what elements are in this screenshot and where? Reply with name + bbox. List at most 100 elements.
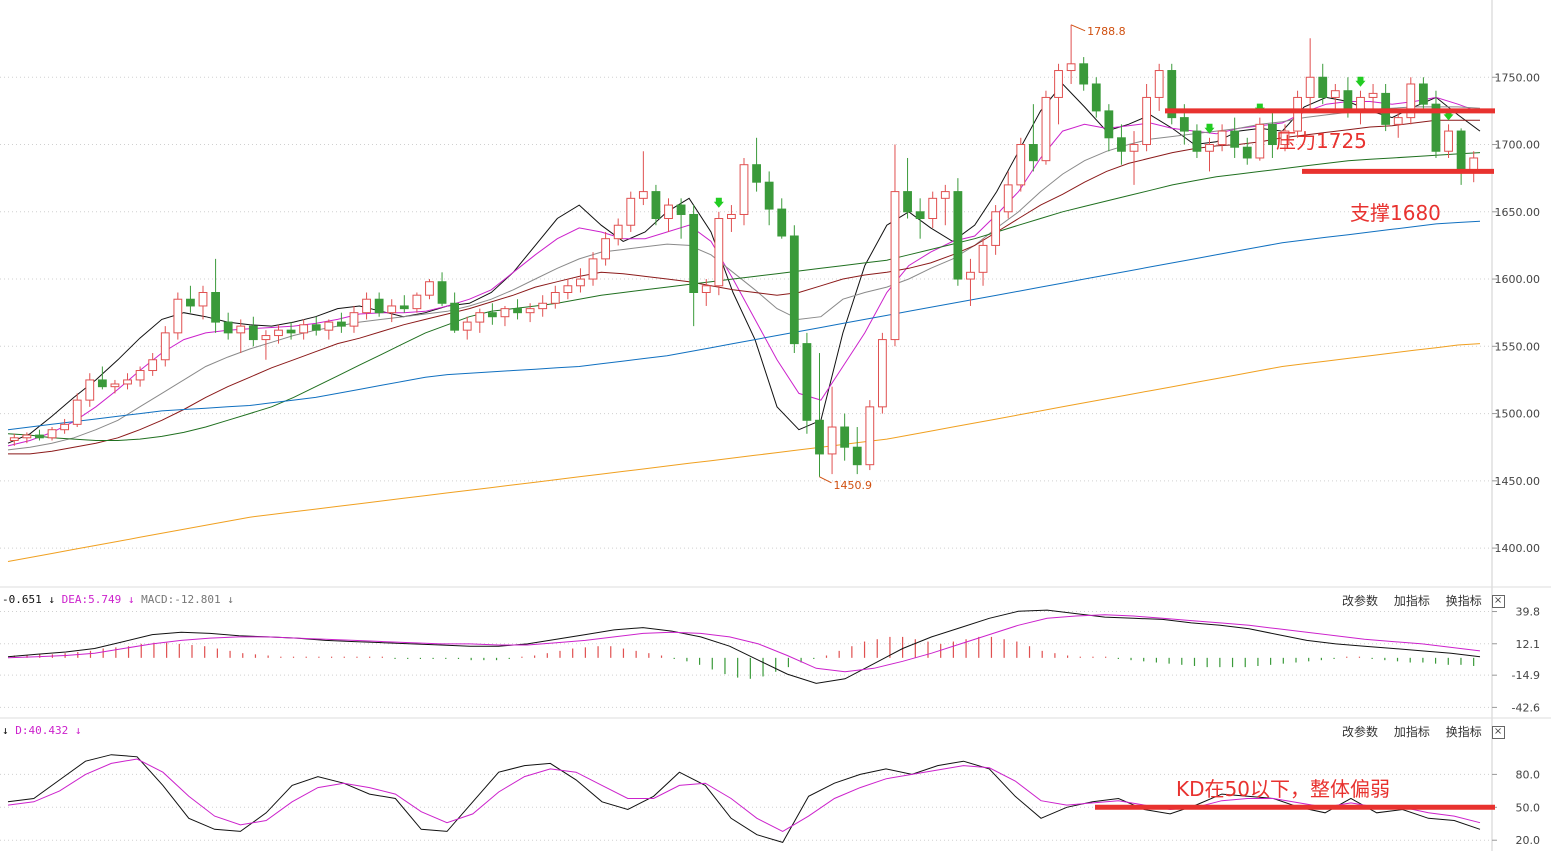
candle-body xyxy=(110,383,120,388)
candle-body xyxy=(1142,96,1151,146)
candle-body xyxy=(1418,83,1428,105)
signal-arrow-icon xyxy=(1204,123,1215,134)
candle-body xyxy=(689,213,699,294)
close-icon[interactable]: × xyxy=(1491,726,1505,739)
candle-body xyxy=(198,292,208,307)
candle-body xyxy=(576,278,585,287)
kd-comment-label: KD在50以下，整体偏弱 xyxy=(1176,777,1390,801)
candle-body xyxy=(1343,90,1353,112)
candle-body xyxy=(1444,130,1453,152)
kd-line-d xyxy=(7,758,1481,832)
switch-indicator-button[interactable]: 换指标 xyxy=(1445,594,1482,608)
candle-body xyxy=(337,321,346,327)
candle-body xyxy=(1456,130,1466,172)
add-indicator-button[interactable]: 加指标 xyxy=(1393,725,1430,739)
ma-line-ma60 xyxy=(7,152,1481,441)
candle-body xyxy=(903,191,912,213)
y-tick-label: 1500.00 xyxy=(1495,408,1541,421)
add-indicator-button[interactable]: 加指标 xyxy=(1393,594,1430,608)
candle-body xyxy=(777,208,787,237)
candle-body xyxy=(978,244,988,273)
macd-line-dea xyxy=(7,614,1481,673)
candle-body xyxy=(60,423,70,431)
candle-body xyxy=(928,197,938,220)
candle-body xyxy=(487,312,497,318)
candle-body xyxy=(236,325,246,334)
kd-line-k xyxy=(7,754,1481,843)
candle-body xyxy=(173,298,183,334)
candle-body xyxy=(764,181,774,210)
low-marker xyxy=(819,476,832,484)
candle-body xyxy=(387,305,397,314)
candle-body xyxy=(1368,92,1378,98)
y-tick-label: 20.0 xyxy=(1516,834,1541,847)
change-params-button[interactable]: 改参数 xyxy=(1342,594,1379,608)
candle-body xyxy=(362,298,371,314)
low-label: 1450.9 xyxy=(833,479,872,492)
close-icon[interactable]: × xyxy=(1491,595,1505,608)
candle-body xyxy=(815,419,824,455)
y-tick-label: 1400.00 xyxy=(1495,542,1541,555)
candle-body xyxy=(789,235,799,345)
candle-body xyxy=(35,434,44,439)
candle-body xyxy=(613,224,623,240)
candle-body xyxy=(877,339,887,408)
candle-body xyxy=(349,312,359,327)
candle-body xyxy=(1305,76,1315,98)
candle-body xyxy=(274,329,283,337)
candle-body xyxy=(1167,70,1177,119)
signal-arrow-icon xyxy=(713,197,724,208)
macd-y-axis: 39.8 12.1 -14.9 -42.6 xyxy=(1492,606,1541,714)
candle-body xyxy=(500,308,510,318)
kd-lines xyxy=(7,754,1481,843)
candle-body xyxy=(966,271,975,280)
candle-body xyxy=(1117,137,1126,152)
candle-body xyxy=(160,332,170,361)
support-resistance-lines xyxy=(1165,108,1495,174)
candle-body xyxy=(22,434,32,439)
macd-lines xyxy=(7,609,1481,684)
candle-body xyxy=(47,429,57,439)
candle-body xyxy=(1179,117,1189,132)
candle-body xyxy=(739,164,749,215)
price-y-axis: 1750.00 1700.00 1650.00 1600.00 1550.00 1500.… xyxy=(1492,71,1540,555)
candle-body xyxy=(462,321,472,331)
candle-body xyxy=(1192,130,1202,152)
ma-line-ma250 xyxy=(7,343,1481,562)
candle-body xyxy=(827,426,837,455)
macd-grid xyxy=(0,611,1551,719)
candle-body xyxy=(1104,110,1114,139)
y-tick-label: 12.1 xyxy=(1516,638,1541,651)
change-params-button[interactable]: 改参数 xyxy=(1342,725,1379,739)
y-tick-label: 1650.00 xyxy=(1495,206,1541,219)
price-candles xyxy=(9,24,1479,477)
down-arrow-icon: ↓ xyxy=(74,724,82,737)
y-tick-label: 80.0 xyxy=(1516,768,1541,781)
candle-body xyxy=(425,281,434,296)
kd-grid xyxy=(0,773,1492,841)
candle-body xyxy=(802,343,812,421)
candle-body xyxy=(701,285,711,293)
y-tick-label: 1750.00 xyxy=(1495,71,1541,84)
down-arrow-icon: ↓ xyxy=(227,593,234,606)
candle-body xyxy=(538,302,548,310)
y-tick-label: 1700.00 xyxy=(1495,139,1541,152)
candle-body xyxy=(752,164,761,183)
candle-body xyxy=(915,211,925,220)
candle-body xyxy=(626,197,636,226)
candle-body xyxy=(1016,144,1026,186)
candle-body xyxy=(72,399,82,425)
candle-body xyxy=(135,370,145,381)
switch-indicator-button[interactable]: 换指标 xyxy=(1445,725,1482,739)
d-value: D:40.432 xyxy=(15,724,69,737)
candle-body xyxy=(299,324,309,334)
candle-body xyxy=(1280,130,1290,146)
candle-body xyxy=(676,204,686,215)
macd-histogram xyxy=(13,636,1475,679)
y-tick-label: 1600.00 xyxy=(1495,273,1541,286)
candle-body xyxy=(324,321,334,331)
y-tick-label: 1550.00 xyxy=(1495,340,1541,353)
candle-body xyxy=(1406,83,1416,119)
candle-body xyxy=(1230,130,1240,148)
dif-value: -0.651 xyxy=(2,593,42,606)
